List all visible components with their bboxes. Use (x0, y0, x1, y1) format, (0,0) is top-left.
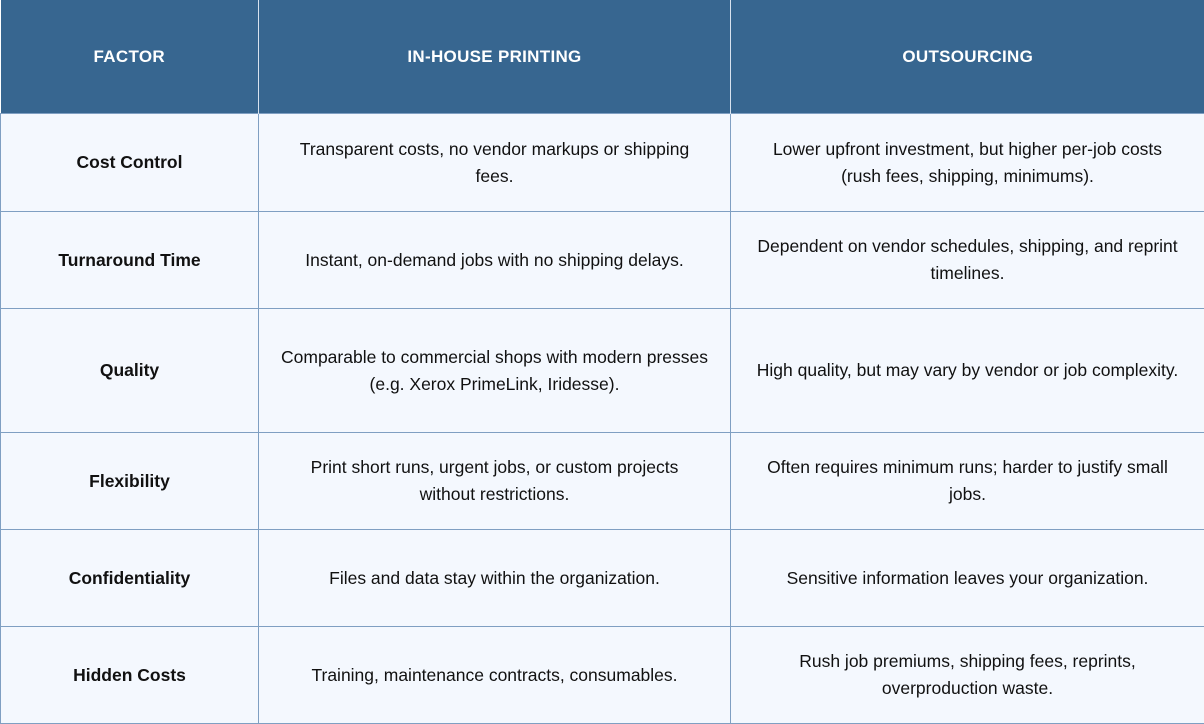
factor-cell: Turnaround Time (1, 212, 259, 309)
header-outsourcing: OUTSOURCING (731, 0, 1204, 114)
factor-cell: Flexibility (1, 433, 259, 530)
outsourcing-cell: Dependent on vendor schedules, shipping,… (731, 212, 1204, 309)
in-house-cell: Transparent costs, no vendor markups or … (259, 114, 731, 212)
header-row: FACTOR IN-HOUSE PRINTING OUTSOURCING (1, 0, 1204, 114)
factor-cell: Confidentiality (1, 530, 259, 627)
factor-cell: Quality (1, 309, 259, 433)
in-house-cell: Training, maintenance contracts, consuma… (259, 627, 731, 724)
header-factor: FACTOR (1, 0, 259, 114)
outsourcing-cell: Often requires minimum runs; harder to j… (731, 433, 1204, 530)
header-in-house: IN-HOUSE PRINTING (259, 0, 731, 114)
outsourcing-cell: Lower upfront investment, but higher per… (731, 114, 1204, 212)
outsourcing-cell: Rush job premiums, shipping fees, reprin… (731, 627, 1204, 724)
in-house-cell: Files and data stay within the organizat… (259, 530, 731, 627)
outsourcing-cell: Sensitive information leaves your organi… (731, 530, 1204, 627)
in-house-cell: Instant, on-demand jobs with no shipping… (259, 212, 731, 309)
in-house-cell: Print short runs, urgent jobs, or custom… (259, 433, 731, 530)
outsourcing-cell: High quality, but may vary by vendor or … (731, 309, 1204, 433)
factor-cell: Cost Control (1, 114, 259, 212)
in-house-cell: Comparable to commercial shops with mode… (259, 309, 731, 433)
factor-cell: Hidden Costs (1, 627, 259, 724)
